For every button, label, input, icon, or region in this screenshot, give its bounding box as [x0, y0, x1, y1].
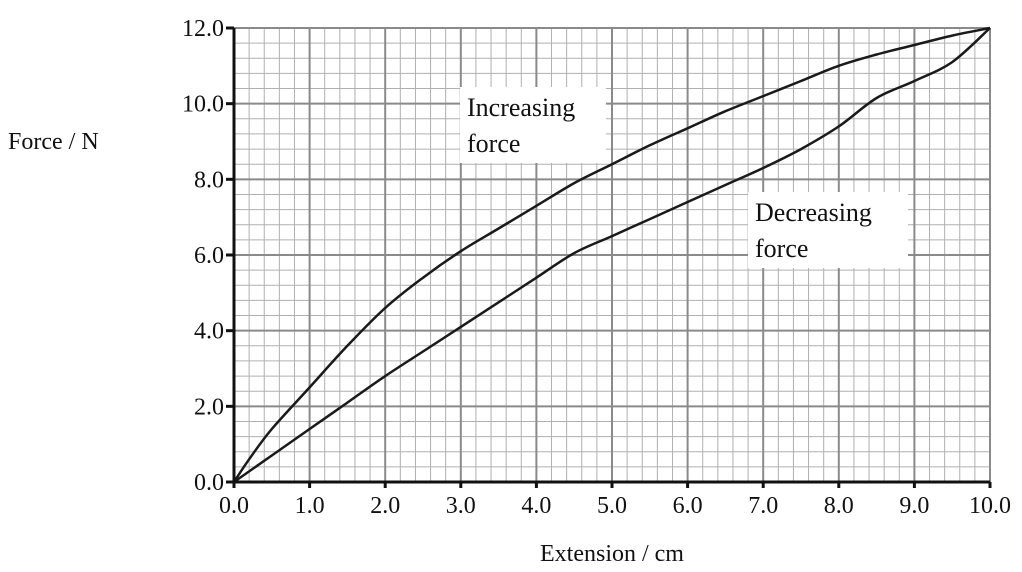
- x-axis-label: Extension / cm: [540, 541, 684, 567]
- x-tick-label: 1.0: [295, 493, 325, 519]
- x-tick-label: 5.0: [597, 493, 627, 519]
- annotation-decreasing: Decreasing force: [748, 192, 908, 268]
- x-tick-label: 4.0: [521, 493, 551, 519]
- y-axis-label: Force / N: [8, 129, 99, 155]
- y-tick-label: 2.0: [194, 394, 224, 420]
- curve-decreasing-force: [233, 27, 991, 484]
- x-tick-label: 0.0: [219, 493, 249, 519]
- annotation-decreasing-line1: Decreasing: [755, 198, 872, 227]
- annotation-increasing-line1: Increasing: [467, 93, 575, 122]
- axes: [226, 26, 992, 488]
- grid: [233, 27, 991, 483]
- x-tick-label: 7.0: [748, 493, 778, 519]
- y-tick-label: 8.0: [194, 167, 224, 193]
- x-tick-label: 2.0: [370, 493, 400, 519]
- x-tick-label: 6.0: [673, 493, 703, 519]
- annotation-increasing-line2: force: [467, 129, 520, 158]
- annotation-decreasing-line2: force: [755, 234, 808, 263]
- tick-labels: 0.0 1.0 2.0 3.0 4.0 5.0 6.0 7.0 8.0 9.0 10.0 0.0 2.0…: [182, 16, 1011, 519]
- y-tick-label: 12.0: [182, 16, 224, 42]
- annotation-increasing: Increasing force: [460, 87, 606, 163]
- x-tick-label: 9.0: [899, 493, 929, 519]
- y-tick-label: 4.0: [194, 319, 224, 345]
- y-tick-label: 10.0: [182, 92, 224, 118]
- y-tick-label: 0.0: [194, 470, 224, 496]
- curve-increasing-force: [232, 26, 991, 483]
- x-tick-label: 10.0: [969, 493, 1011, 519]
- x-tick-label: 3.0: [446, 493, 476, 519]
- x-tick-label: 8.0: [824, 493, 854, 519]
- curves: [232, 26, 991, 484]
- y-tick-label: 6.0: [194, 243, 224, 269]
